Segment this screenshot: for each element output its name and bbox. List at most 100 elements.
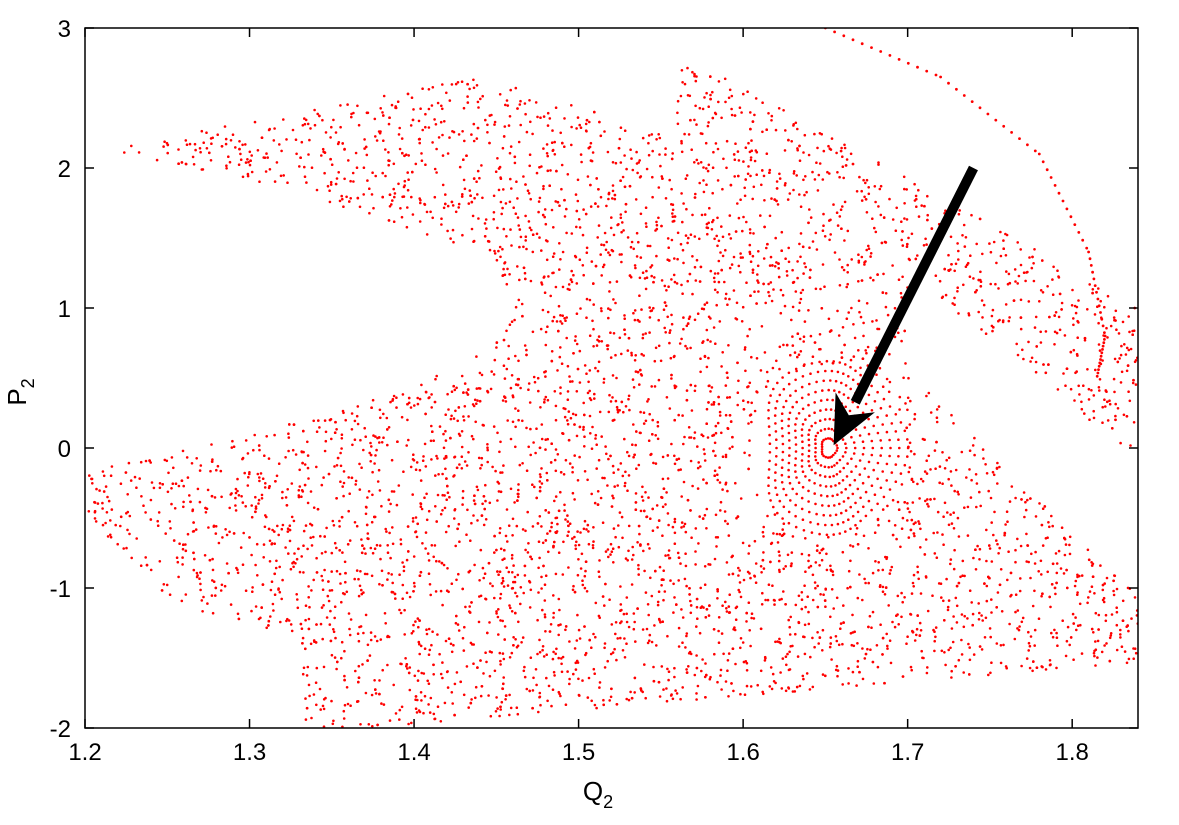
data-point (465, 154, 468, 157)
data-point (654, 462, 658, 465)
data-point (302, 571, 305, 574)
data-point (954, 596, 958, 600)
data-point (480, 685, 484, 688)
data-point (264, 482, 267, 485)
data-point (501, 558, 504, 562)
data-point (322, 476, 325, 479)
data-point (450, 414, 453, 418)
data-point (388, 116, 391, 119)
data-point (881, 636, 885, 640)
data-point (978, 611, 981, 615)
data-point (555, 531, 558, 534)
data-point (273, 572, 277, 576)
data-point (562, 473, 566, 476)
data-point (432, 712, 436, 716)
data-point (600, 309, 603, 313)
data-point (493, 249, 496, 253)
data-point (856, 659, 860, 663)
data-point (236, 612, 240, 616)
data-point (726, 669, 729, 672)
data-point (724, 292, 728, 296)
data-point (1125, 369, 1129, 373)
data-point (488, 141, 491, 145)
data-point (621, 474, 625, 478)
data-point (521, 419, 524, 423)
data-point (838, 215, 842, 218)
data-point (960, 638, 963, 642)
data-point (740, 320, 744, 323)
data-point (364, 552, 367, 555)
data-point (507, 357, 510, 361)
data-point (597, 335, 601, 338)
data-point (950, 669, 953, 673)
data-point (312, 693, 316, 696)
data-point (825, 552, 828, 556)
data-point (705, 183, 708, 186)
data-point (886, 504, 889, 508)
data-point (1002, 239, 1005, 242)
data-point (578, 637, 582, 640)
data-point (529, 197, 532, 201)
data-point (514, 638, 517, 641)
data-point (952, 567, 956, 571)
data-point (649, 517, 652, 520)
data-point (738, 106, 742, 109)
data-point (803, 652, 807, 656)
data-point (551, 149, 555, 152)
data-point (851, 545, 855, 548)
data-point (428, 648, 432, 652)
data-point (839, 208, 843, 211)
data-point (502, 464, 505, 467)
data-point (338, 519, 341, 523)
data-point (743, 451, 746, 455)
data-point (524, 112, 527, 116)
data-point (693, 118, 696, 122)
data-point (446, 686, 450, 689)
data-point (343, 177, 346, 181)
data-point (1093, 649, 1096, 653)
data-point (1008, 622, 1011, 626)
data-point (559, 386, 562, 389)
data-point (690, 409, 694, 412)
data-point (757, 290, 760, 293)
data-point (1119, 628, 1122, 632)
data-point (119, 524, 122, 528)
data-point (423, 442, 427, 446)
data-point (1033, 562, 1037, 565)
data-point (502, 364, 506, 368)
data-point (719, 674, 722, 677)
data-point (1083, 412, 1086, 415)
data-point (695, 123, 698, 126)
data-point (342, 494, 345, 498)
data-point (807, 553, 811, 557)
data-point (747, 467, 750, 471)
data-point (1112, 593, 1116, 597)
data-point (194, 528, 198, 531)
data-point (479, 97, 482, 101)
data-point (527, 192, 531, 195)
data-point (1103, 398, 1106, 402)
data-point (916, 570, 920, 574)
data-point (838, 175, 841, 179)
data-point (708, 206, 711, 210)
data-point (427, 682, 431, 685)
data-point (655, 223, 659, 227)
data-point (613, 197, 617, 201)
data-point (382, 436, 385, 440)
data-point (588, 334, 592, 338)
data-point (901, 275, 904, 279)
data-point (683, 132, 686, 136)
data-point (803, 320, 807, 323)
data-point (561, 250, 565, 254)
data-point (639, 373, 643, 376)
data-point (240, 495, 243, 498)
data-point (418, 574, 422, 577)
data-point (462, 106, 466, 110)
data-point (523, 564, 527, 568)
data-point (628, 184, 632, 188)
data-point (1051, 293, 1055, 297)
data-point (546, 437, 549, 441)
data-point (486, 443, 489, 446)
data-point (705, 422, 708, 426)
data-point (350, 476, 354, 480)
